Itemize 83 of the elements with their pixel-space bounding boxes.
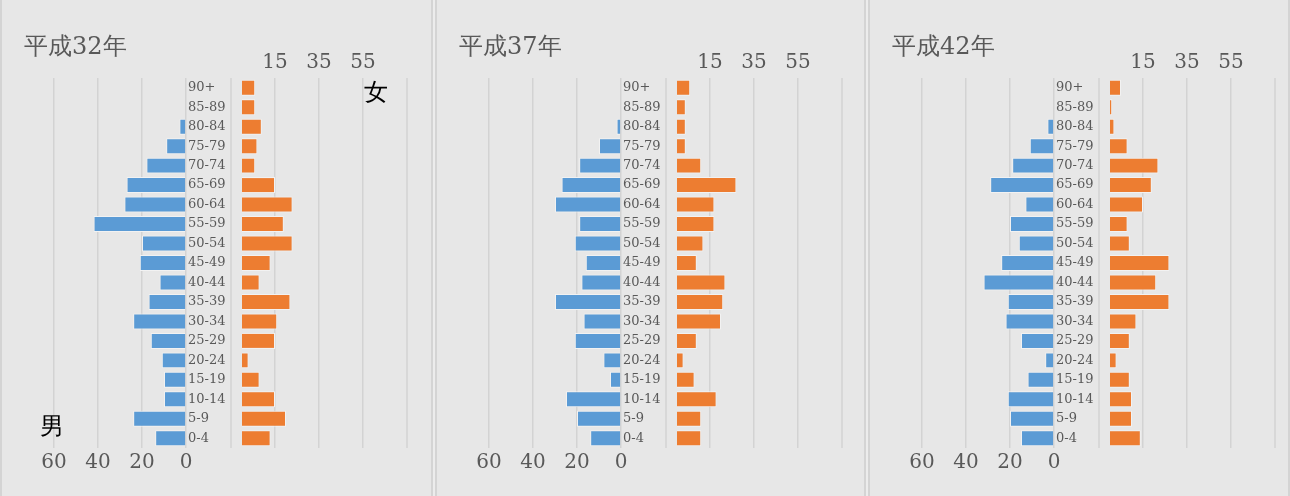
x-tick-label: 40 (953, 449, 979, 474)
y-tick-label: 60-64 (188, 195, 226, 211)
y-tick-label: 85-89 (188, 98, 226, 114)
chart-title: 平成37年 (459, 31, 562, 62)
y-tick-label: 65-69 (188, 176, 226, 192)
y-tick-label: 10-14 (1056, 390, 1094, 406)
x-tick-label: 20 (129, 449, 155, 474)
x-tick-label: 0 (1047, 449, 1061, 474)
x-tick-label: 15 (697, 49, 723, 74)
y-tick-label: 65-69 (623, 176, 661, 192)
y-tick-label: 0-4 (623, 429, 644, 445)
y-tick-label: 70-74 (623, 157, 661, 173)
y-tick-label: 90+ (623, 79, 651, 95)
y-tick-label: 30-34 (1056, 312, 1094, 328)
y-tick-label: 60-64 (1056, 195, 1094, 211)
x-tick-label: 0 (179, 449, 193, 474)
chart-title: 平成42年 (892, 31, 995, 62)
y-tick-label: 30-34 (188, 312, 226, 328)
y-tick-label: 30-34 (623, 312, 661, 328)
y-tick-label: 85-89 (1056, 98, 1094, 114)
y-tick-label: 25-29 (623, 332, 661, 348)
y-tick-label: 70-74 (1056, 157, 1094, 173)
x-tick-label: 35 (1174, 49, 1200, 74)
y-tick-label: 20-24 (1056, 351, 1094, 367)
y-tick-label: 80-84 (623, 118, 661, 134)
y-tick-label: 40-44 (188, 273, 226, 289)
x-tick-label: 55 (1218, 49, 1244, 74)
y-tick-label: 25-29 (188, 332, 226, 348)
y-tick-label: 5-9 (188, 410, 209, 426)
y-tick-label: 50-54 (1056, 234, 1094, 250)
y-tick-label: 75-79 (188, 137, 226, 153)
x-tick-label: 40 (520, 449, 546, 474)
y-tick-label: 5-9 (1056, 410, 1077, 426)
x-tick-label: 0 (614, 449, 628, 474)
y-tick-label: 50-54 (188, 234, 226, 250)
y-tick-label: 45-49 (623, 254, 661, 270)
y-tick-label: 35-39 (188, 293, 226, 309)
x-tick-label: 20 (997, 449, 1023, 474)
y-tick-label: 40-44 (623, 273, 661, 289)
y-tick-label: 60-64 (623, 195, 661, 211)
annotation: 女 (364, 77, 388, 108)
x-tick-label: 55 (350, 49, 376, 74)
y-tick-label: 80-84 (188, 118, 226, 134)
y-tick-label: 90+ (1056, 79, 1084, 95)
y-tick-label: 70-74 (188, 157, 226, 173)
y-tick-label: 15-19 (188, 371, 226, 387)
y-tick-label: 25-29 (1056, 332, 1094, 348)
y-tick-label: 15-19 (623, 371, 661, 387)
x-tick-label: 35 (741, 49, 767, 74)
y-tick-label: 10-14 (623, 390, 661, 406)
y-tick-label: 85-89 (623, 98, 661, 114)
y-tick-label: 20-24 (623, 351, 661, 367)
y-tick-label: 55-59 (188, 215, 226, 231)
x-tick-label: 20 (564, 449, 590, 474)
y-tick-label: 45-49 (188, 254, 226, 270)
x-tick-label: 40 (85, 449, 111, 474)
y-tick-label: 55-59 (1056, 215, 1094, 231)
x-tick-label: 15 (262, 49, 288, 74)
y-tick-label: 55-59 (623, 215, 661, 231)
y-tick-label: 35-39 (623, 293, 661, 309)
x-tick-label: 15 (1130, 49, 1156, 74)
x-tick-label: 55 (785, 49, 811, 74)
y-tick-label: 65-69 (1056, 176, 1094, 192)
y-tick-label: 80-84 (1056, 118, 1094, 134)
x-tick-label: 35 (306, 49, 332, 74)
y-tick-label: 75-79 (623, 137, 661, 153)
y-tick-label: 15-19 (1056, 371, 1094, 387)
y-tick-label: 90+ (188, 79, 216, 95)
y-tick-label: 45-49 (1056, 254, 1094, 270)
chart-title: 平成32年 (24, 31, 127, 62)
annotation: 男 (40, 411, 64, 442)
y-tick-label: 20-24 (188, 351, 226, 367)
y-tick-label: 75-79 (1056, 137, 1094, 153)
y-tick-label: 40-44 (1056, 273, 1094, 289)
x-tick-label: 60 (909, 449, 935, 474)
y-tick-label: 0-4 (1056, 429, 1077, 445)
y-tick-label: 50-54 (623, 234, 661, 250)
y-tick-label: 35-39 (1056, 293, 1094, 309)
x-tick-label: 60 (476, 449, 502, 474)
y-tick-label: 5-9 (623, 410, 644, 426)
y-tick-label: 10-14 (188, 390, 226, 406)
x-tick-label: 60 (41, 449, 67, 474)
y-tick-label: 0-4 (188, 429, 209, 445)
